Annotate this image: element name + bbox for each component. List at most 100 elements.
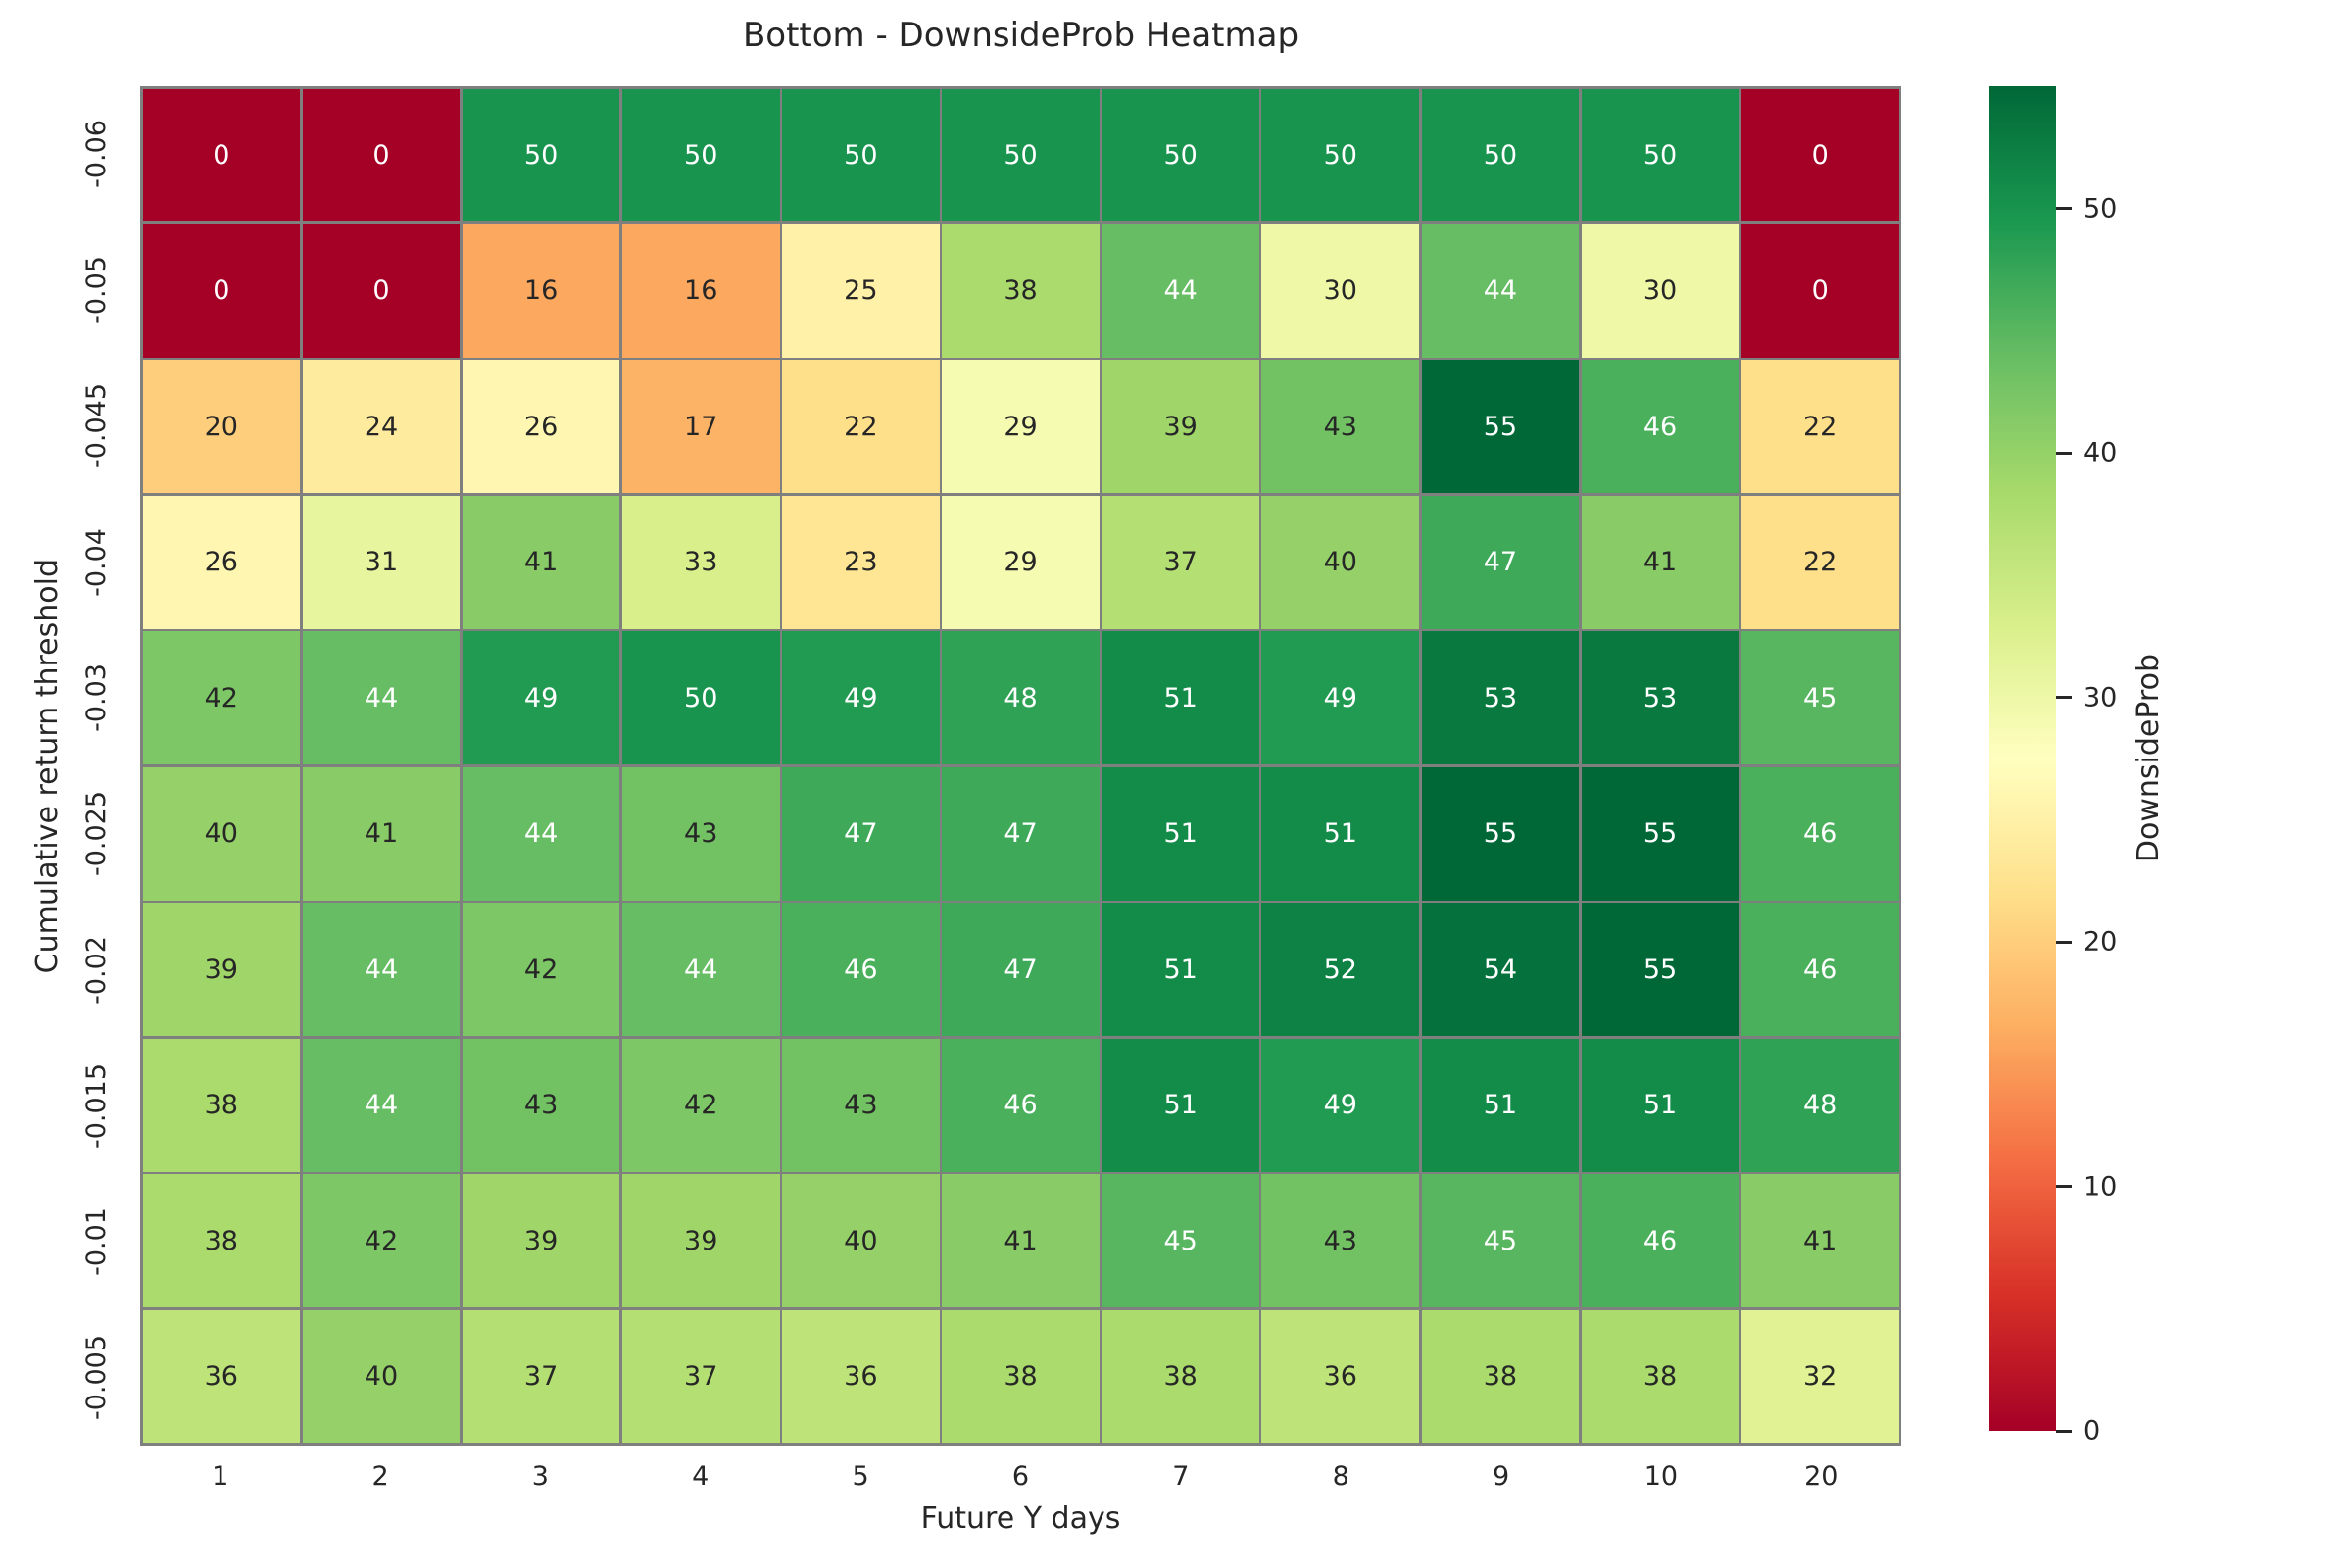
x-tick-label: 5 <box>852 1460 869 1492</box>
heatmap-cell: 42 <box>462 903 620 1037</box>
heatmap-cell: 50 <box>1421 88 1580 222</box>
heatmap-cell: 0 <box>142 88 301 222</box>
x-tick-label: 9 <box>1492 1460 1510 1492</box>
colorbar-tick-label: 50 <box>2083 193 2118 224</box>
heatmap-cell: 46 <box>1740 903 1899 1037</box>
heatmap-cell: 16 <box>462 223 620 358</box>
x-tick-label: 4 <box>692 1460 710 1492</box>
y-tick-label: -0.02 <box>74 902 118 1038</box>
heatmap-cell: 50 <box>1581 88 1740 222</box>
heatmap-cell: 43 <box>1261 1174 1420 1308</box>
heatmap-cell: 36 <box>782 1309 940 1444</box>
y-tick-labels: -0.06 -0.05 -0.045 -0.04 -0.03 -0.025 -0.02 -0.… <box>74 86 118 1446</box>
heatmap-cell: 50 <box>621 88 780 222</box>
x-tick-label: 6 <box>1011 1460 1030 1492</box>
heatmap-cell: 38 <box>142 1174 301 1308</box>
heatmap-cell: 49 <box>1261 1038 1420 1172</box>
heatmap-cell: 26 <box>462 360 620 494</box>
x-tick-label: 3 <box>531 1460 549 1492</box>
heatmap-cell: 50 <box>462 88 620 222</box>
heatmap-cell: 45 <box>1102 1174 1259 1308</box>
heatmap-cell: 43 <box>1261 360 1420 494</box>
heatmap-cell: 37 <box>462 1309 620 1444</box>
heatmap-cell: 33 <box>621 495 780 629</box>
heatmap-cell: 50 <box>942 88 1100 222</box>
heatmap-cell: 49 <box>782 631 940 765</box>
heatmap-cell: 39 <box>462 1174 620 1308</box>
heatmap-cell: 40 <box>782 1174 940 1308</box>
y-tick-label-text: -0.045 <box>80 383 112 469</box>
heatmap-cell: 44 <box>621 903 780 1037</box>
heatmap-cell: 38 <box>942 1309 1100 1444</box>
heatmap-cell: 45 <box>1740 631 1899 765</box>
heatmap-cell: 0 <box>302 88 461 222</box>
heatmap-cell: 44 <box>302 1038 461 1172</box>
heatmap-cell: 41 <box>462 495 620 629</box>
y-tick-label: -0.03 <box>74 630 118 766</box>
heatmap-cell: 55 <box>1581 903 1740 1037</box>
colorbar-tick-label: 40 <box>2083 437 2118 468</box>
heatmap-cell: 32 <box>1740 1309 1899 1444</box>
heatmap-cell: 46 <box>1581 1174 1740 1308</box>
heatmap-cell: 47 <box>1421 495 1580 629</box>
heatmap-cell: 20 <box>142 360 301 494</box>
heatmap-cell: 41 <box>302 766 461 901</box>
x-tick-label: 1 <box>212 1460 229 1492</box>
colorbar-label-box: DownsideProb <box>2127 86 2170 1431</box>
heatmap-cell: 16 <box>621 223 780 358</box>
heatmap-cell: 47 <box>942 766 1100 901</box>
chart-title: Bottom - DownsideProb Heatmap <box>742 16 1299 55</box>
heatmap-cell: 29 <box>942 495 1100 629</box>
heatmap-cell: 44 <box>1102 223 1259 358</box>
heatmap-cell: 50 <box>782 88 940 222</box>
heatmap-cell: 44 <box>462 766 620 901</box>
heatmap-cell: 41 <box>942 1174 1100 1308</box>
colorbar <box>1989 86 2056 1431</box>
heatmap-cell: 55 <box>1421 766 1580 901</box>
heatmap-cell: 44 <box>302 903 461 1037</box>
y-tick-label: -0.05 <box>74 222 118 359</box>
heatmap-cell: 50 <box>621 631 780 765</box>
heatmap-cell: 38 <box>1421 1309 1580 1444</box>
y-tick-label: -0.04 <box>74 494 118 630</box>
heatmap-cell: 36 <box>142 1309 301 1444</box>
heatmap-cell: 49 <box>1261 631 1420 765</box>
heatmap-cell: 37 <box>621 1309 780 1444</box>
heatmap-cell: 0 <box>142 223 301 358</box>
colorbar-tick-mark <box>2056 1429 2072 1433</box>
heatmap-cell: 22 <box>782 360 940 494</box>
heatmap-cell: 30 <box>1261 223 1420 358</box>
heatmap-cell: 46 <box>1740 766 1899 901</box>
heatmap-cell: 0 <box>302 223 461 358</box>
heatmap-cell: 36 <box>1261 1309 1420 1444</box>
heatmap-cell: 46 <box>782 903 940 1037</box>
heatmap-cell: 41 <box>1581 495 1740 629</box>
heatmap-cell: 45 <box>1421 1174 1580 1308</box>
heatmap-cell: 40 <box>302 1309 461 1444</box>
y-tick-label-text: -0.015 <box>80 1062 112 1149</box>
heatmap-cell: 51 <box>1421 1038 1580 1172</box>
y-tick-label: -0.06 <box>74 86 118 222</box>
heatmap-cell: 17 <box>621 360 780 494</box>
heatmap-cell: 51 <box>1102 1038 1259 1172</box>
heatmap-cell: 43 <box>462 1038 620 1172</box>
colorbar-tick-label: 10 <box>2083 1171 2118 1202</box>
heatmap-cell: 51 <box>1102 903 1259 1037</box>
heatmap-cell: 22 <box>1740 495 1899 629</box>
x-tick-label: 10 <box>1643 1460 1679 1492</box>
heatmap-cell: 43 <box>621 766 780 901</box>
x-tick-label: 2 <box>371 1460 389 1492</box>
heatmap-cell: 38 <box>1581 1309 1740 1444</box>
y-tick-label: -0.025 <box>74 766 118 903</box>
heatmap-grid: 0 0 50 50 50 50 50 50 50 50 0 0 0 16 16 25 38 44 30 44 30 0 20… <box>140 86 1901 1446</box>
colorbar-tick-mark <box>2056 207 2072 211</box>
heatmap-cell: 24 <box>302 360 461 494</box>
heatmap-cell: 39 <box>621 1174 780 1308</box>
y-axis-label: Cumulative return threshold <box>29 558 65 974</box>
heatmap-cell: 48 <box>1740 1038 1899 1172</box>
heatmap-cell: 52 <box>1261 903 1420 1037</box>
heatmap-cell: 55 <box>1421 360 1580 494</box>
y-tick-label: -0.045 <box>74 358 118 494</box>
heatmap-cell: 26 <box>142 495 301 629</box>
heatmap-cell: 0 <box>1740 88 1899 222</box>
